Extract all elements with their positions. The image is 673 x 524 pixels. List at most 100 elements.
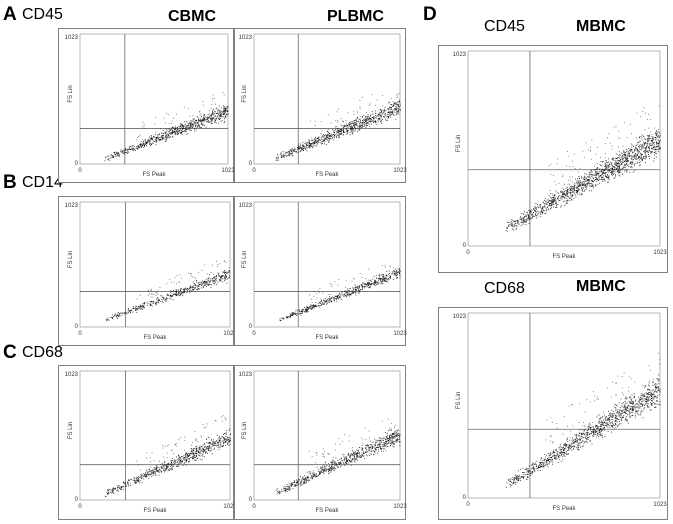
scatter-point	[345, 286, 346, 288]
scatter-point	[622, 168, 624, 169]
scatter-point	[368, 268, 370, 270]
scatter-point	[191, 126, 193, 127]
scatter-point	[227, 443, 229, 444]
scatter-point	[141, 145, 143, 146]
scatter-point	[204, 114, 206, 115]
scatter-point	[341, 290, 343, 292]
scatter-point	[185, 127, 187, 128]
scatter-point	[156, 137, 157, 139]
scatter-point	[139, 294, 141, 296]
scatter-point	[319, 302, 321, 304]
scatter-point	[618, 164, 620, 166]
scatter-point	[387, 432, 388, 434]
scatter-point	[321, 467, 323, 469]
scatter-point	[646, 147, 647, 149]
scatter-point	[326, 468, 328, 470]
scatter-point	[208, 113, 210, 115]
scatter-point	[332, 139, 334, 141]
scatter-point	[291, 312, 293, 314]
scatter-point	[112, 491, 113, 493]
scatter-point	[390, 110, 392, 112]
scatter-point	[318, 474, 320, 476]
scatter-point	[179, 293, 181, 295]
scatter-point	[205, 281, 207, 282]
scatter-point	[338, 462, 340, 463]
scatter-point	[214, 112, 216, 114]
scatter-point	[395, 118, 397, 120]
scatter-point	[302, 476, 304, 478]
scatter-point	[350, 453, 352, 455]
scatter-point	[395, 271, 397, 272]
scatter-point	[295, 485, 297, 487]
scatter-point	[107, 317, 109, 319]
scatter-point	[647, 151, 649, 153]
scatter-point	[554, 194, 555, 196]
scatter-point	[318, 139, 320, 141]
scatter-point	[210, 117, 212, 119]
scatter-point	[220, 441, 222, 443]
scatter-point	[570, 189, 572, 191]
scatter-point	[146, 301, 148, 303]
scatter-point	[177, 294, 178, 296]
scatter-point	[165, 135, 167, 137]
scatter-point	[344, 126, 345, 128]
scatter-point	[656, 141, 658, 143]
scatter-point	[121, 151, 123, 153]
scatter-point	[225, 108, 227, 109]
scatter-point	[327, 293, 329, 295]
scatter-point	[189, 123, 191, 124]
scatter-point	[124, 150, 125, 152]
scatter-point	[375, 122, 377, 124]
scatter-point	[324, 470, 326, 471]
scatter-point	[201, 120, 203, 121]
scatter-point	[531, 209, 533, 211]
scatter-point	[115, 154, 117, 156]
scatter-point	[337, 130, 339, 132]
scatter-point	[278, 157, 279, 158]
scatter-point	[322, 141, 324, 143]
scatter-point	[155, 469, 157, 470]
scatter-point	[390, 116, 391, 118]
scatter-point	[397, 111, 398, 113]
scatter-point	[165, 470, 167, 471]
plot-frame-b-plbmc	[234, 196, 406, 346]
scatter-point	[224, 441, 226, 442]
scatter-point	[361, 127, 362, 129]
scatter-point	[321, 136, 323, 138]
scatter-point	[383, 279, 385, 281]
scatter-point	[656, 134, 658, 136]
scatter-point	[166, 452, 168, 454]
scatter-point	[381, 448, 382, 450]
scatter-point	[380, 446, 381, 448]
scatter-point	[301, 311, 303, 312]
scatter-point	[148, 290, 149, 292]
scatter-point	[570, 194, 571, 196]
scatter-point	[322, 292, 324, 294]
scatter-point	[189, 115, 191, 117]
scatter-point	[313, 305, 314, 307]
scatter-point	[299, 151, 301, 153]
scatter-point	[348, 293, 350, 295]
scatter-point	[135, 482, 136, 483]
scatter-point	[300, 314, 302, 316]
scatter-point	[319, 472, 321, 474]
scatter-point	[149, 136, 150, 138]
scatter-point	[393, 436, 394, 438]
scatter-point	[193, 121, 195, 123]
scatter-point	[348, 124, 350, 126]
scatter-point	[321, 300, 322, 302]
scatter-point	[140, 144, 142, 146]
scatter-point	[219, 445, 221, 447]
scatter-point	[138, 136, 140, 137]
scatter-point	[197, 117, 199, 119]
scatter-point	[385, 440, 387, 442]
scatter-point	[220, 444, 222, 446]
scatter-point	[184, 291, 185, 293]
scatter-point	[350, 294, 352, 295]
scatter-point	[191, 127, 193, 129]
scatter-point	[358, 124, 360, 126]
scatter-point	[219, 447, 221, 449]
scatter-point	[153, 472, 155, 474]
scatter-point	[218, 276, 220, 278]
scatter-point	[280, 154, 282, 156]
